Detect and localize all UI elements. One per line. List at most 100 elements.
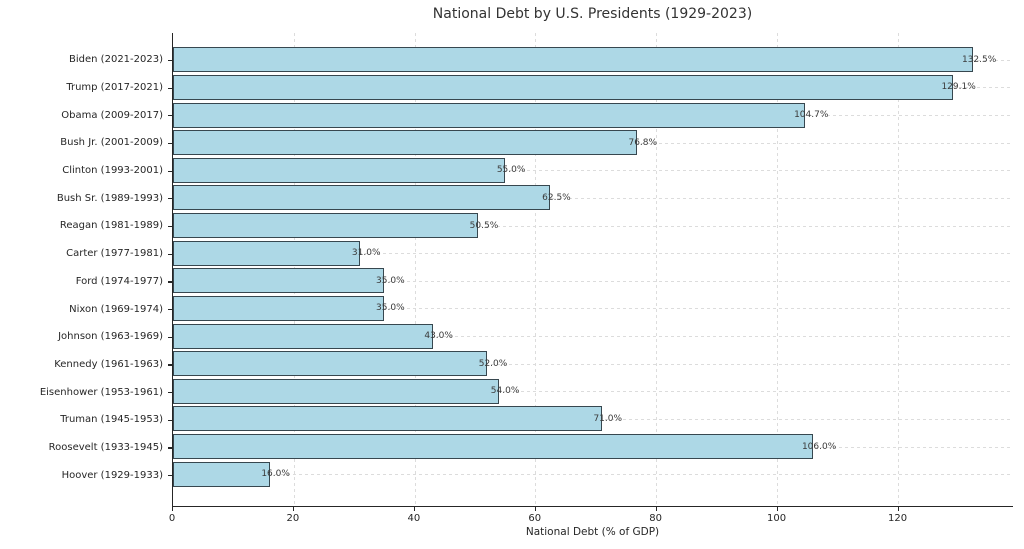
bar (173, 378, 500, 404)
y-label-row: Roosevelt (1933-1945) (0, 434, 172, 462)
x-tick-mark (534, 507, 536, 511)
bar-row: 16.0% (173, 460, 1013, 488)
row-gridline (173, 170, 1013, 172)
y-tick-mark (168, 309, 172, 311)
y-tick-label: Kennedy (1961-1963) (54, 358, 163, 370)
bar-row: 106.0% (173, 433, 1013, 461)
bar (173, 47, 974, 73)
y-tick-mark (168, 392, 172, 394)
bar (173, 434, 814, 460)
bar-row: 129.1% (173, 74, 1013, 102)
y-label-row: Hoover (1929-1933) (0, 461, 172, 489)
y-tick-label: Johnson (1963-1969) (58, 331, 163, 343)
x-tick-mark (413, 507, 416, 511)
y-tick-mark (168, 87, 172, 89)
bar-value-label: 76.8% (628, 137, 658, 148)
y-tick-label: Bush Jr. (2001-2009) (60, 137, 163, 149)
y-tick-mark (168, 447, 172, 449)
bar (173, 102, 806, 128)
x-tick-label: 60 (528, 513, 542, 524)
bar (173, 74, 953, 100)
bar-row: 43.0% (173, 322, 1013, 350)
y-label-row: Biden (2021-2023) (0, 46, 172, 74)
y-tick-label: Ford (1974-1977) (75, 275, 163, 287)
bar-row: 50.5% (173, 212, 1013, 240)
bar-value-label: 43.0% (424, 331, 453, 342)
row-gridline (173, 474, 1013, 476)
y-label-row: Clinton (1993-2001) (0, 157, 172, 185)
y-tick-label: Hoover (1929-1933) (61, 469, 163, 481)
bar (173, 268, 385, 294)
x-tick-mark (776, 507, 778, 511)
y-label-row: Bush Jr. (2001-2009) (0, 129, 172, 157)
x-tick-mark (172, 507, 174, 511)
y-tick-mark (168, 170, 172, 172)
bar-value-label: 104.7% (794, 110, 829, 121)
x-tick-label: 100 (767, 513, 787, 524)
y-tick-label: Carter (1977-1981) (66, 248, 163, 260)
bar (173, 461, 270, 487)
y-tick-label: Reagan (1981-1989) (59, 220, 163, 232)
gridline-x-60 (535, 33, 537, 506)
y-tick-label: Obama (2009-2017) (61, 109, 163, 121)
x-axis: 0 20 40 60 80 100 120 (169, 507, 1013, 537)
y-tick-label: Eisenhower (1953-1961) (39, 386, 163, 398)
y-tick-label: Biden (2021-2023) (69, 54, 163, 66)
bar (173, 213, 478, 239)
y-tick-mark (168, 281, 172, 283)
bar-value-label: 35.0% (376, 303, 405, 314)
x-tick-label: 40 (407, 513, 421, 524)
x-tick-mark (897, 507, 899, 511)
y-tick-label: Roosevelt (1933-1945) (48, 441, 163, 453)
plot-area: 132.5% 129.1% 104.7% 76.8% 55.0% 62.5% 50.5% 31… (172, 33, 1013, 507)
y-axis-labels: Biden (2021-2023) Trump (2017-2021) Obama … (0, 33, 172, 507)
y-label-row: Carter (1977-1981) (0, 240, 172, 268)
bar-value-label: 35.0% (376, 275, 405, 286)
y-tick-label: Clinton (1993-2001) (62, 165, 163, 177)
bar-row: 35.0% (173, 267, 1013, 295)
chart-title: National Debt by U.S. Presidents (1929-2… (432, 6, 753, 22)
y-label-row: Ford (1974-1977) (0, 268, 172, 296)
bar-value-label: 71.0% (593, 413, 623, 424)
bar-value-label: 52.0% (478, 358, 508, 369)
bar (173, 240, 361, 266)
y-label-row: Obama (2009-2017) (0, 101, 172, 129)
bar-row: 31.0% (173, 239, 1013, 267)
bar (173, 157, 506, 183)
bar-row: 54.0% (173, 378, 1013, 406)
bar-row: 62.5% (173, 184, 1013, 212)
row-gridline (173, 225, 1013, 227)
x-tick-label: 20 (286, 513, 300, 524)
y-label-row: Trump (2017-2021) (0, 74, 172, 102)
row-gridline (173, 308, 1013, 310)
y-tick-mark (168, 364, 172, 366)
bar-value-label: 129.1% (941, 82, 976, 93)
y-tick-mark (168, 115, 172, 117)
bar-value-label: 55.0% (496, 165, 526, 176)
bar (173, 323, 433, 349)
y-tick-mark (168, 336, 172, 338)
row-gridline (173, 391, 1013, 393)
gridline-x-40 (414, 33, 416, 506)
y-tick-label: Bush Sr. (1989-1993) (56, 192, 163, 204)
bar-value-label: 16.0% (261, 469, 290, 480)
bar-value-label: 132.5% (961, 54, 997, 65)
bar-value-label: 106.0% (801, 441, 837, 452)
x-tick-label: 120 (887, 513, 908, 524)
bar-value-label: 54.0% (490, 386, 520, 397)
x-tick-label: 80 (649, 513, 663, 524)
x-tick-mark (655, 507, 657, 511)
y-label-row: Kennedy (1961-1963) (0, 351, 172, 379)
y-tick-mark (168, 419, 172, 421)
y-tick-label: Truman (1945-1953) (60, 414, 163, 426)
row-gridline (173, 253, 1013, 255)
y-tick-mark (168, 142, 172, 145)
bar-row: 55.0% (173, 157, 1013, 185)
bar-row: 52.0% (173, 350, 1013, 378)
bar (173, 406, 602, 432)
y-label-row: Reagan (1981-1989) (0, 212, 172, 240)
row-gridline (173, 336, 1013, 338)
row-gridline (173, 280, 1013, 282)
bar-value-label: 31.0% (351, 248, 381, 259)
